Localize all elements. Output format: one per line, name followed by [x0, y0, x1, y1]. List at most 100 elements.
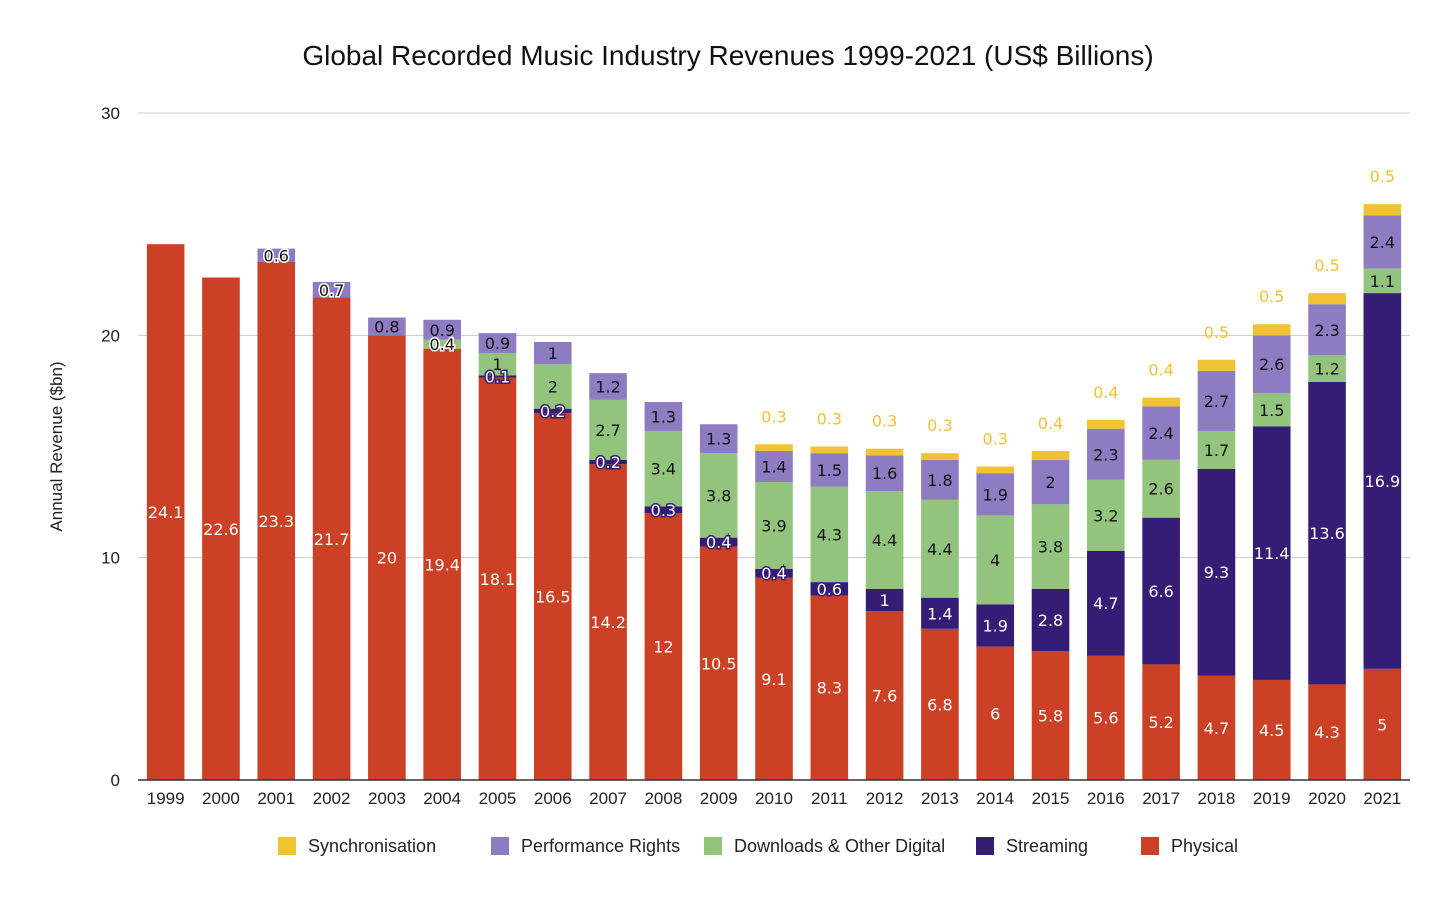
bar-synchronisation-2013 [921, 453, 959, 460]
data-label-synchronisation-2011: 0.3 [817, 410, 842, 429]
data-label-downloads-other-digital-2014: 4 [990, 551, 1000, 570]
legend-label-physical: Physical [1171, 836, 1238, 856]
data-label-performance-rights-2003: 0.8 [374, 317, 399, 336]
data-label-streaming-2008: 0.3 [651, 501, 676, 520]
bar-streaming-2013 [921, 597, 959, 629]
bar-synchronisation-2015 [1031, 450, 1070, 460]
data-label-performance-rights-2010: 1.4 [761, 458, 786, 477]
data-label-physical-2002: 21.7 [314, 530, 350, 549]
legend-label-streaming: Streaming [1006, 836, 1088, 856]
x-tick-label-2000: 2000 [202, 789, 240, 808]
bar-streaming-2011 [810, 582, 849, 596]
data-label-physical-2017: 5.2 [1148, 713, 1173, 732]
data-label-streaming-2011: 0.6 [817, 580, 842, 599]
x-tick-label-2020: 2020 [1308, 789, 1346, 808]
bar-synchronisation-2012 [865, 448, 904, 456]
bar-streaming-2005 [478, 375, 517, 378]
x-tick-label-2009: 2009 [700, 789, 738, 808]
x-tick-label-2005: 2005 [479, 789, 517, 808]
data-label-synchronisation-2015: 0.4 [1038, 414, 1063, 433]
bar-streaming-2021 [1363, 293, 1402, 669]
bar-streaming-2014 [976, 604, 1015, 647]
data-label-performance-rights-2004: 0.9 [429, 321, 454, 340]
data-label-streaming-2012: 1 [880, 591, 890, 610]
bar-streaming-2020 [1308, 382, 1346, 685]
data-label-physical-2010: 9.1 [761, 670, 786, 689]
data-label-performance-rights-2002: 0.7 [319, 281, 344, 300]
data-label-physical-2019: 4.5 [1259, 721, 1284, 740]
data-label-physical-2018: 4.7 [1204, 719, 1229, 738]
bar-synchronisation-2018 [1197, 359, 1236, 371]
x-tick-label-2007: 2007 [589, 789, 627, 808]
data-label-downloads-other-digital-2012: 4.4 [872, 531, 897, 550]
data-label-physical-2008: 12 [653, 638, 673, 657]
x-tick-label-2012: 2012 [866, 789, 904, 808]
legend-swatch-physical [1141, 837, 1159, 855]
data-label-physical-2013: 6.8 [927, 695, 952, 714]
bar-downloads-other-digital-2008 [644, 430, 683, 507]
data-label-physical-2000: 22.6 [203, 520, 239, 539]
bar-performance-rights-2009 [699, 424, 738, 454]
y-tick-label-0: 0 [111, 771, 120, 790]
bar-performance-rights-2016 [1087, 428, 1125, 480]
bar-downloads-other-digital-2014 [976, 515, 1015, 605]
bar-physical-1999 [146, 244, 185, 781]
bar-physical-2008 [644, 513, 683, 780]
data-label-physical-2007: 14.2 [590, 613, 626, 632]
data-label-synchronisation-2012: 0.3 [872, 412, 897, 431]
legend-label-performance-rights: Performance Rights [521, 836, 680, 856]
bar-physical-2000 [202, 277, 240, 780]
data-label-performance-rights-2014: 1.9 [982, 485, 1007, 504]
bar-performance-rights-2007 [589, 373, 627, 400]
data-label-synchronisation-2010: 0.3 [761, 407, 786, 426]
bar-physical-2002 [312, 297, 351, 780]
data-label-physical-2012: 7.6 [872, 687, 897, 706]
bar-physical-2005 [478, 377, 517, 780]
data-label-physical-2005: 18.1 [480, 570, 516, 589]
bar-streaming-2017 [1142, 517, 1180, 665]
x-tick-label-2010: 2010 [755, 789, 793, 808]
bar-streaming-2010 [755, 568, 793, 578]
data-label-streaming-2006: 0.2 [540, 402, 565, 421]
bar-downloads-other-digital-2012 [865, 490, 904, 589]
bar-downloads-other-digital-2017 [1142, 459, 1180, 518]
data-label-performance-rights-2012: 1.6 [872, 464, 897, 483]
bar-synchronisation-2019 [1252, 324, 1291, 336]
y-tick-label-10: 10 [101, 549, 120, 568]
bar-streaming-2018 [1197, 468, 1236, 676]
bar-physical-2020 [1308, 684, 1346, 780]
bar-streaming-2015 [1031, 588, 1070, 652]
data-label-downloads-other-digital-2018: 1.7 [1204, 441, 1229, 460]
x-tick-label-2006: 2006 [534, 789, 572, 808]
bar-streaming-2006 [533, 408, 572, 414]
data-label-performance-rights-2009: 1.3 [706, 430, 731, 449]
bar-physical-2019 [1252, 679, 1291, 780]
bar-synchronisation-2016 [1087, 419, 1125, 429]
data-label-synchronisation-2021: 0.5 [1370, 167, 1395, 186]
bar-performance-rights-2017 [1142, 406, 1180, 460]
bar-physical-2021 [1363, 668, 1402, 780]
data-label-performance-rights-2011: 1.5 [817, 461, 842, 480]
data-label-downloads-other-digital-2016: 3.2 [1093, 506, 1118, 525]
data-label-downloads-other-digital-2017: 2.6 [1148, 480, 1173, 499]
x-tick-label-2017: 2017 [1142, 789, 1180, 808]
x-tick-label-2014: 2014 [976, 789, 1014, 808]
bar-performance-rights-2008 [644, 402, 683, 431]
legend-swatch-performance-rights [491, 837, 509, 855]
bar-downloads-other-digital-2005 [478, 353, 517, 376]
x-tick-label-1999: 1999 [147, 789, 185, 808]
bar-performance-rights-2014 [976, 473, 1015, 516]
x-tick-label-2019: 2019 [1253, 789, 1291, 808]
bar-performance-rights-2020 [1308, 304, 1346, 356]
bar-streaming-2007 [589, 459, 627, 465]
bar-downloads-other-digital-2004 [423, 339, 461, 349]
bar-physical-2016 [1087, 655, 1125, 780]
bar-downloads-other-digital-2006 [533, 364, 572, 409]
data-label-streaming-2015: 2.8 [1038, 611, 1063, 630]
bar-downloads-other-digital-2020 [1308, 355, 1346, 383]
data-label-performance-rights-2008: 1.3 [651, 407, 676, 426]
data-label-physical-2015: 5.8 [1038, 707, 1063, 726]
data-label-physical-2001: 23.3 [258, 512, 294, 531]
